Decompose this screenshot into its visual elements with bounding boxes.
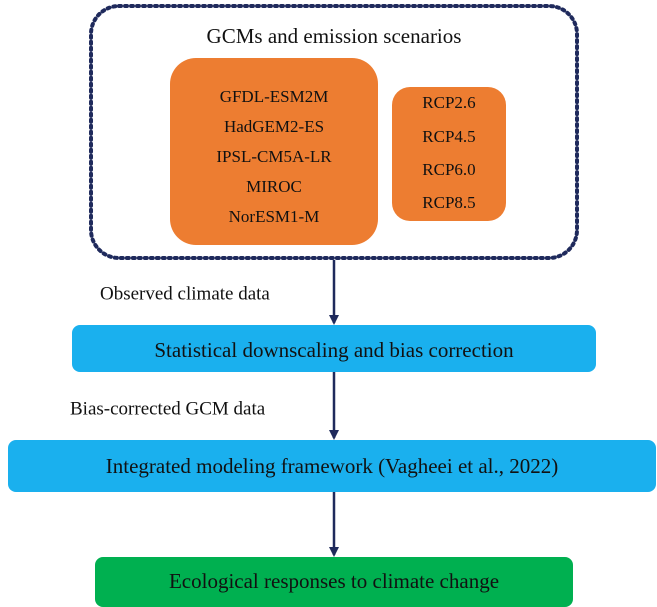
group-frame xyxy=(89,4,579,260)
step-box xyxy=(95,557,573,607)
gcm-item: NorESM1-M xyxy=(229,207,320,226)
edge-label: Observed climate data xyxy=(100,283,270,304)
gcm-item: HadGEM2-ES xyxy=(224,117,324,136)
group-title: GCMs and emission scenarios xyxy=(207,24,462,48)
gcm-item: GFDL-ESM2M xyxy=(220,87,329,106)
gcm-item: MIROC xyxy=(246,177,302,196)
step-box xyxy=(8,440,656,492)
edge-label: Bias-corrected GCM data xyxy=(70,398,266,419)
step-label: Integrated modeling framework (Vagheei e… xyxy=(106,454,559,478)
scenario-item: RCP8.5 xyxy=(422,193,475,212)
step-label: Ecological responses to climate change xyxy=(169,569,499,593)
scenario-item: RCP4.5 xyxy=(422,127,475,146)
gcm-box xyxy=(170,58,378,245)
step-label: Statistical downscaling and bias correct… xyxy=(154,338,514,362)
gcm-item: IPSL-CM5A-LR xyxy=(216,147,332,166)
step-box xyxy=(72,325,596,372)
scenario-item: RCP6.0 xyxy=(422,160,475,179)
scenario-item: RCP2.6 xyxy=(422,93,475,112)
scenario-box xyxy=(392,87,506,221)
